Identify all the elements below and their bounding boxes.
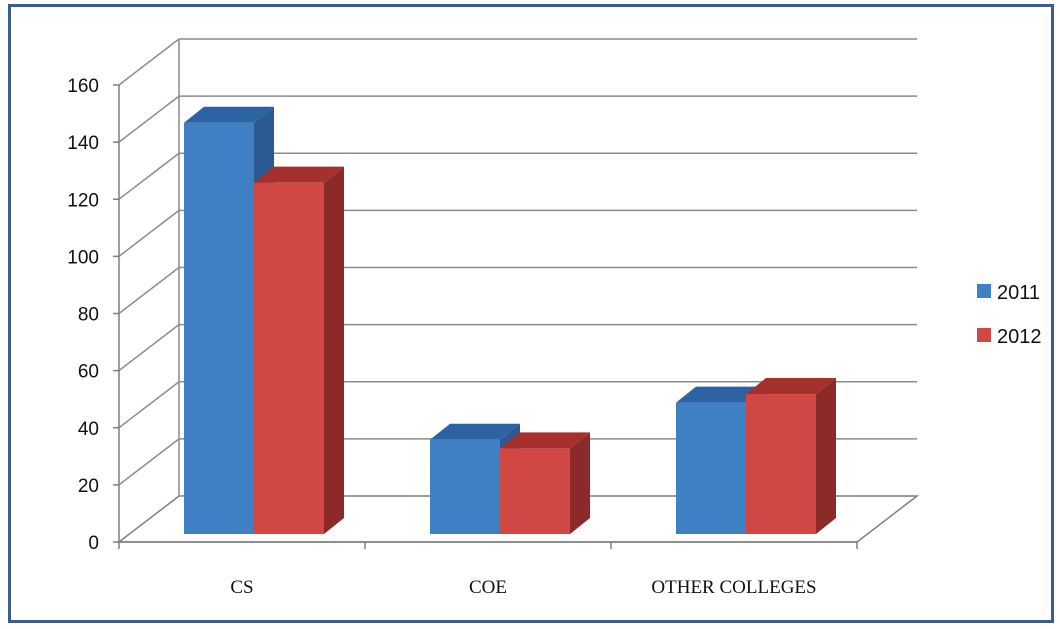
y-tick-label: 120 <box>67 190 99 211</box>
x-category-label: CS <box>230 577 253 598</box>
y-tick-label: 140 <box>67 133 99 154</box>
legend-label: 2012 <box>997 326 1042 348</box>
gridline-side <box>118 95 180 143</box>
legend-label: 2011 <box>997 282 1040 304</box>
y-tick-label: 0 <box>88 533 99 554</box>
bar-chart: 0 20 40 60 80 100 120 140 160 CS COE OTHER COLLEGE… <box>67 38 1042 598</box>
bar-top <box>500 432 590 449</box>
y-tick-label: 20 <box>78 476 99 497</box>
legend-swatch <box>977 284 991 298</box>
y-tick-labels: 0 20 40 60 80 100 120 140 160 <box>67 76 99 554</box>
bar-front <box>746 394 816 534</box>
bar-front <box>184 122 254 534</box>
legend: 2011 2012 <box>977 282 1042 348</box>
bar-side <box>570 432 590 534</box>
y-tick-label: 60 <box>78 362 99 383</box>
bars <box>184 106 836 534</box>
y-tick-label: 80 <box>78 305 99 326</box>
gridline-side <box>118 38 180 86</box>
x-category-label: OTHER COLLEGES <box>651 577 816 598</box>
bar-front <box>430 439 500 534</box>
bar-front <box>500 448 570 534</box>
bar-top <box>430 423 520 440</box>
y-tick-label: 100 <box>67 247 99 268</box>
x-category-labels: CS COE OTHER COLLEGES <box>230 577 816 598</box>
bar-front <box>676 402 746 534</box>
gridline-side <box>118 209 180 257</box>
bar-side <box>816 378 836 534</box>
legend-swatch <box>977 328 991 342</box>
bar-top <box>746 378 836 395</box>
bar-cs-2012 <box>254 166 344 534</box>
gridline-side <box>118 324 180 372</box>
y-tick-label: 40 <box>78 419 99 440</box>
bar-top <box>676 386 766 403</box>
bar-coe-2012 <box>500 432 590 534</box>
gridline-side <box>118 381 180 429</box>
gridline-side <box>118 266 180 315</box>
x-category-label: COE <box>469 577 507 598</box>
gridline-side <box>118 152 180 200</box>
bar-side <box>324 166 344 534</box>
chart-frame: 0 20 40 60 80 100 120 140 160 CS COE OTHER COLLEGE… <box>8 4 1054 623</box>
bar-other-colleges-2012 <box>746 378 836 534</box>
bar-top <box>254 166 344 183</box>
axes <box>113 39 858 549</box>
gridline-side <box>118 438 180 486</box>
bar-top <box>184 106 274 123</box>
bar-front <box>254 182 324 534</box>
y-tick-label: 160 <box>67 76 99 97</box>
